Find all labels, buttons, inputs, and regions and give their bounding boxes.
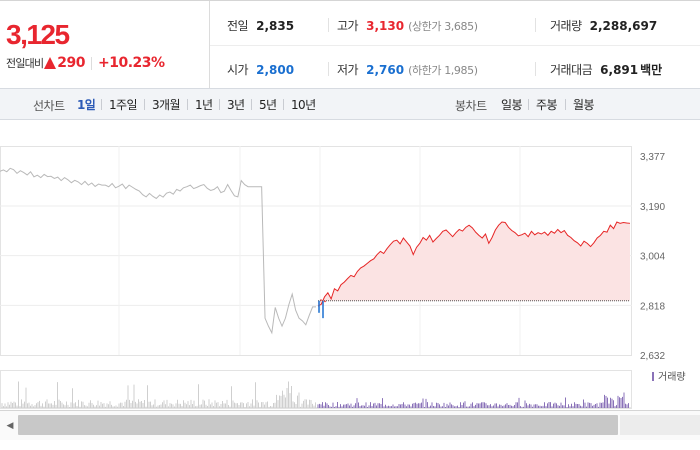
row-divider (210, 45, 700, 46)
stat-label: 거래량 (550, 19, 582, 33)
tab-candle-daily[interactable]: 일봉 (501, 98, 522, 112)
price-chart[interactable]: 3,377 3,190 3,004 2,818 2,632 거래량 (0, 120, 700, 410)
tab-period-3y[interactable]: 3년 (227, 98, 245, 112)
candle-chart-label: 봉차트 (455, 99, 487, 113)
stat-value: 6,891 (600, 63, 639, 77)
stat-high: 고가 3,130 (상한가 3,685) (337, 17, 478, 34)
up-triangle-icon (44, 56, 57, 69)
volume-legend-swatch (652, 372, 654, 381)
stat-label: 시가 (227, 63, 249, 77)
stat-turnover: 거래대금 6,891 백만 (550, 61, 662, 78)
divider (535, 18, 536, 32)
volume-legend-label: 거래량 (658, 371, 686, 383)
divider (144, 99, 145, 110)
stat-label: 전일 (227, 19, 249, 33)
stat-value: 2,288,697 (589, 19, 658, 33)
tab-candle-monthly[interactable]: 월봉 (573, 98, 594, 112)
today-area-fill (318, 221, 630, 307)
divider (535, 62, 536, 76)
stat-label: 거래대금 (550, 63, 593, 77)
y-tick-label: 2,632 (640, 351, 665, 362)
divider (328, 62, 329, 76)
change-amount: 290 (57, 55, 86, 71)
y-tick-label: 3,377 (640, 152, 665, 163)
stat-value: 2,760 (366, 63, 405, 77)
stat-volume: 거래량 2,288,697 (550, 17, 657, 34)
stat-label: 고가 (337, 19, 359, 33)
chart-scrollbar[interactable]: ◀ (0, 410, 700, 440)
stat-low: 저가 2,760 (하한가 1,985) (337, 61, 478, 78)
divider (283, 99, 284, 110)
tab-candle-weekly[interactable]: 주봉 (536, 98, 557, 112)
chart-tab-bar: 선차트 1일 1주일 3개월 1년 3년 5년 10년 봉차트 일봉 주봉 월봉 (0, 88, 700, 120)
scroll-left-arrow-icon[interactable]: ◀ (6, 421, 14, 431)
stat-prev-close: 전일 2,835 (227, 17, 294, 34)
stat-sub: (상한가 3,685) (408, 20, 478, 33)
divider (328, 18, 329, 32)
stat-open: 시가 2,800 (227, 61, 294, 78)
plot-frame (0, 146, 632, 356)
tab-period-10y[interactable]: 10년 (291, 98, 316, 112)
tab-period-3m[interactable]: 3개월 (152, 98, 181, 112)
scroll-thumb[interactable] (18, 415, 618, 435)
change-row: 전일대비 290 +10.23% (6, 55, 165, 71)
stat-sub: (하한가 1,985) (408, 64, 478, 77)
price-stats: 전일 2,835 고가 3,130 (상한가 3,685) 거래량 2,288,… (210, 1, 700, 89)
stat-value: 2,835 (256, 19, 295, 33)
price-box: 3,125 전일대비 290 +10.23% (0, 1, 210, 89)
divider (528, 99, 529, 110)
today-line (317, 221, 631, 307)
price-chart-svg: 3,377 3,190 3,004 2,818 2,632 거래량 (0, 146, 686, 409)
y-tick-label: 3,004 (640, 252, 665, 263)
tab-period-1y[interactable]: 1년 (195, 98, 213, 112)
quote-summary: 3,125 전일대비 290 +10.23% 전일 2,835 고가 3,130… (0, 0, 700, 89)
change-label: 전일대비 (6, 57, 44, 70)
divider (101, 99, 102, 110)
stat-unit: 백만 (640, 63, 663, 77)
stat-value: 3,130 (366, 19, 405, 33)
stat-label: 저가 (337, 63, 359, 77)
volume-frame (0, 370, 632, 409)
change-rate: +10.23% (98, 55, 165, 71)
divider (91, 56, 93, 70)
stat-value: 2,800 (256, 63, 295, 77)
tab-period-1w[interactable]: 1주일 (109, 98, 138, 112)
tab-period-5y[interactable]: 5년 (259, 98, 277, 112)
y-tick-label: 3,190 (640, 202, 665, 213)
current-price: 3,125 (6, 19, 70, 50)
scroll-track-empty[interactable] (620, 415, 700, 435)
line-chart-label: 선차트 (33, 99, 65, 113)
divider (187, 99, 188, 110)
divider (251, 99, 252, 110)
tab-period-1d[interactable]: 1일 (77, 98, 96, 112)
divider (565, 99, 566, 110)
divider (219, 99, 220, 110)
y-tick-label: 2,818 (640, 301, 665, 312)
prior-day-line (0, 167, 316, 335)
